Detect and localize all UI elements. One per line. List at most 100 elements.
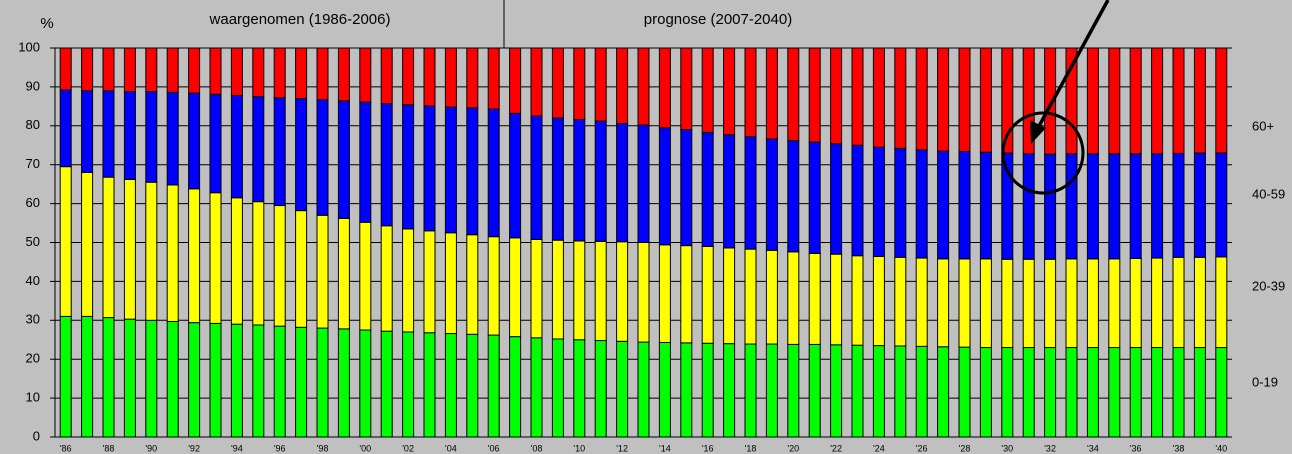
bar-segment (466, 47, 479, 109)
bar-segment (188, 47, 201, 94)
bar-segment (81, 90, 94, 173)
bar-segment (915, 47, 928, 151)
bar-segment (1001, 258, 1014, 349)
bar-segment (701, 131, 714, 247)
bar-segment (808, 47, 821, 143)
bar-segment (402, 104, 415, 230)
bar-segment (230, 47, 243, 96)
bar-segment (1065, 47, 1078, 155)
x-tick-label: '28 (959, 443, 971, 453)
bar-segment (765, 249, 778, 345)
x-tick-label: '98 (317, 443, 329, 453)
bar-segment (81, 47, 94, 92)
bar-segment (573, 119, 586, 242)
bar-segment (59, 47, 72, 91)
bar-segment (509, 47, 522, 114)
bar-segment (1065, 258, 1078, 349)
bar-segment (509, 237, 522, 338)
bar-segment (1151, 347, 1164, 438)
bar-segment (59, 89, 72, 168)
bar-segment (573, 240, 586, 341)
bar-segment (1151, 47, 1164, 155)
bar-segment (765, 343, 778, 438)
bar-segment (1044, 347, 1057, 438)
bar-segment (637, 47, 650, 126)
bar-segment (830, 143, 843, 255)
x-tick-label: '22 (830, 443, 842, 453)
bar-segment (316, 99, 329, 216)
bar-segment (1001, 347, 1014, 438)
bar-segment (1086, 47, 1099, 155)
bar-segment (273, 325, 286, 438)
y-tick-label: 60 (26, 195, 40, 210)
bar-segment (594, 120, 607, 242)
bar-segment (487, 108, 500, 238)
bar-segment (1108, 47, 1121, 155)
bar-segment (701, 47, 714, 133)
bar-segment (1044, 47, 1057, 155)
bar-segment (830, 253, 843, 346)
bar-segment (509, 336, 522, 438)
bar-segment (380, 47, 393, 105)
bar-segment (487, 334, 500, 438)
bar-segment (188, 92, 201, 190)
bar-segment (573, 339, 586, 438)
bar-segment (658, 47, 671, 129)
bar-segment (230, 323, 243, 438)
bar-segment (1193, 47, 1206, 154)
bar-segment (359, 101, 372, 223)
y-tick-label: 10 (26, 390, 40, 405)
bar-segment (744, 136, 757, 250)
bar-segment (102, 47, 115, 92)
plot-area: 0 10 20 30 40 50 60 70 80 90 100 '86 '88 '90 '92 '94 '96… (18, 39, 1232, 453)
bar-segment (1215, 347, 1228, 438)
bar-segment (872, 47, 885, 148)
y-axis-label: % (40, 15, 53, 32)
bar-segment (380, 103, 393, 227)
bar-segment (894, 47, 907, 149)
bar-segment (937, 150, 950, 260)
x-tick-label: '24 (873, 443, 885, 453)
bar-segment (530, 47, 543, 117)
x-tick-label: '14 (659, 443, 671, 453)
x-tick-label: '16 (702, 443, 714, 453)
bar-segment (658, 127, 671, 246)
bar-segment (337, 328, 350, 438)
bar-segment (444, 333, 457, 438)
bar-segment (166, 47, 179, 93)
bar-segment (701, 245, 714, 344)
bar-segment (295, 326, 308, 438)
bar-segment (230, 94, 243, 199)
bar-segment (937, 258, 950, 348)
bar-segment (1086, 258, 1099, 349)
y-tick-label: 40 (26, 273, 40, 288)
x-tick-label: '38 (1173, 443, 1185, 453)
bar-segment (894, 147, 907, 258)
bar-segment (123, 318, 136, 438)
x-tick-label: '92 (188, 443, 200, 453)
bar-segment (295, 210, 308, 328)
bar-segment (59, 166, 72, 317)
annotation: waargenomen (1986-2006) (209, 11, 391, 28)
bar-segment (1022, 347, 1035, 438)
bar-segment (1193, 152, 1206, 258)
bar-segment (979, 258, 992, 349)
bar-segment (1151, 257, 1164, 349)
y-tick-label: 30 (26, 312, 40, 327)
bar-segment (765, 47, 778, 140)
bar-segment (295, 47, 308, 100)
bar-segment (979, 47, 992, 153)
bar-segment (273, 97, 286, 207)
bar-segment (188, 322, 201, 438)
bar-segment (273, 47, 286, 99)
bar-segment (1086, 347, 1099, 438)
bar-segment (487, 47, 500, 110)
bar-segment (958, 47, 971, 152)
bar-segment (787, 343, 800, 438)
bar-segment (123, 91, 136, 180)
bar-segment (979, 151, 992, 260)
bar-segment (658, 341, 671, 438)
bar-segment (145, 47, 158, 93)
bar-segment (1129, 257, 1142, 349)
